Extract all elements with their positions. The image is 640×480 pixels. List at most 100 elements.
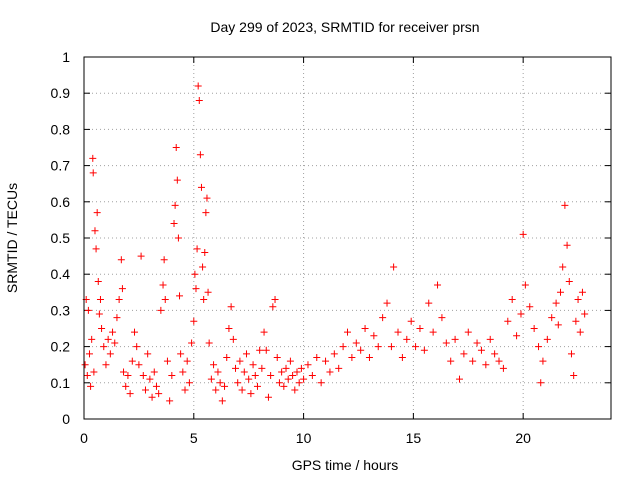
data-point <box>412 343 420 351</box>
chart-title: Day 299 of 2023, SRMTID for receiver prs… <box>210 19 479 35</box>
data-point <box>258 364 266 372</box>
data-point <box>192 285 200 293</box>
data-point <box>280 382 288 390</box>
x-tick-label: 20 <box>515 430 531 446</box>
data-point <box>508 296 516 304</box>
data-point <box>190 317 198 325</box>
data-point <box>234 379 242 387</box>
data-point <box>491 350 499 358</box>
data-point <box>238 386 246 394</box>
data-point <box>278 368 286 376</box>
data-point <box>91 227 99 235</box>
data-point <box>212 386 220 394</box>
data-point <box>124 372 132 380</box>
data-point <box>275 379 283 387</box>
data-point <box>102 361 110 369</box>
data-point <box>561 201 569 209</box>
data-point <box>95 310 103 318</box>
data-point <box>89 154 97 162</box>
data-point <box>262 346 270 354</box>
data-point <box>98 325 106 332</box>
data-point <box>242 350 250 358</box>
data-point <box>416 325 424 332</box>
data-point <box>295 379 303 387</box>
data-point <box>171 201 179 209</box>
data-point <box>200 296 208 304</box>
data-point <box>204 288 212 296</box>
data-point <box>554 321 562 329</box>
data-point <box>177 350 185 358</box>
data-point <box>88 335 96 343</box>
data-point <box>229 335 237 343</box>
data-point <box>201 248 209 256</box>
data-point <box>193 245 201 253</box>
data-point <box>141 386 149 394</box>
data-point <box>495 357 503 365</box>
data-point <box>168 372 176 380</box>
x-tick-label: 15 <box>406 430 422 446</box>
x-axis-label: GPS time / hours <box>292 457 399 473</box>
data-point <box>537 379 545 387</box>
data-point <box>100 343 108 351</box>
data-point <box>111 339 119 347</box>
data-point <box>202 209 210 217</box>
data-point <box>247 390 255 398</box>
data-point <box>344 328 351 336</box>
data-point <box>85 350 93 358</box>
data-point <box>521 281 529 289</box>
data-point <box>207 375 215 383</box>
data-point <box>131 328 139 336</box>
data-point <box>273 353 281 361</box>
data-point <box>289 372 297 380</box>
data-point <box>379 314 387 322</box>
data-point <box>499 364 507 372</box>
data-point <box>460 350 468 358</box>
data-point <box>173 176 181 184</box>
data-point <box>133 343 141 351</box>
data-point <box>339 343 347 351</box>
data-point <box>425 299 433 307</box>
data-point <box>477 346 485 354</box>
data-point <box>357 346 365 354</box>
data-point <box>374 343 382 351</box>
data-point <box>256 346 264 354</box>
data-point <box>519 230 527 238</box>
data-point <box>469 357 477 365</box>
data-point <box>352 339 360 347</box>
data-point <box>543 335 551 343</box>
data-point <box>139 372 147 380</box>
data-point <box>317 379 325 387</box>
data-point <box>96 296 104 304</box>
data-point <box>264 393 272 401</box>
data-point <box>383 299 391 307</box>
data-point <box>451 335 459 343</box>
data-point <box>365 353 373 361</box>
data-point <box>188 339 196 347</box>
data-point <box>146 375 154 383</box>
data-point <box>517 310 525 318</box>
data-point <box>576 328 584 336</box>
data-point <box>297 364 305 372</box>
data-point <box>87 382 95 390</box>
y-tick-label: 0.2 <box>51 339 71 355</box>
y-tick-label: 0.5 <box>51 230 71 246</box>
data-point <box>90 368 98 376</box>
data-point <box>308 372 316 380</box>
plot-frame <box>83 56 612 420</box>
grid <box>84 57 611 419</box>
data-point <box>89 169 97 177</box>
data-point <box>260 328 268 336</box>
data-point <box>548 314 556 322</box>
data-point <box>482 361 490 369</box>
data-point <box>225 325 233 332</box>
data-point <box>181 386 189 394</box>
x-tick-label: 0 <box>80 430 88 446</box>
data-point <box>403 335 411 343</box>
data-points <box>81 82 589 405</box>
data-point <box>565 277 573 285</box>
y-tick-label: 1 <box>62 49 70 65</box>
data-point <box>199 263 207 271</box>
data-point <box>271 296 279 304</box>
data-point <box>556 288 564 296</box>
data-point <box>300 375 308 383</box>
